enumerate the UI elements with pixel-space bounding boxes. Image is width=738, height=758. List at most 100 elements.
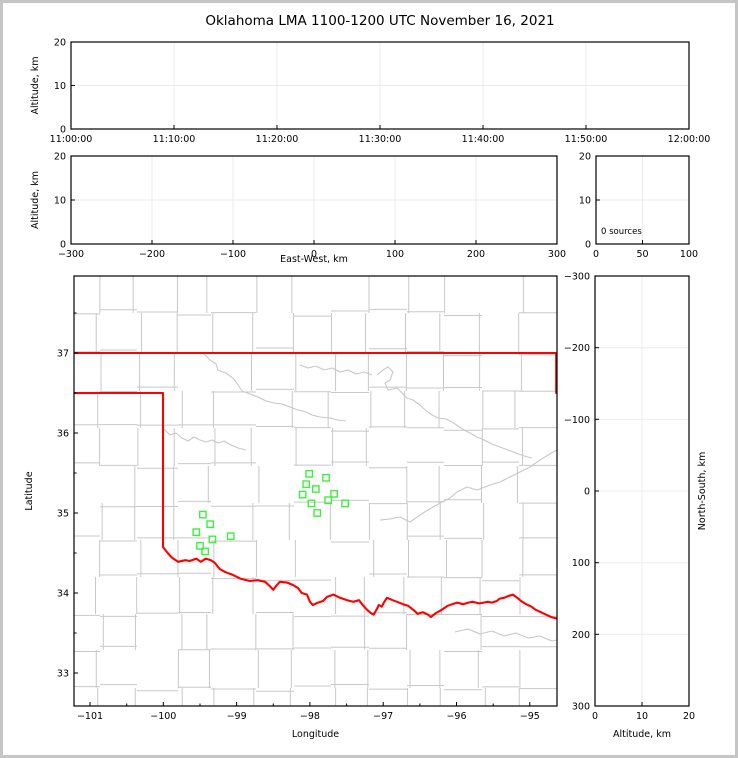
station-marker: [298, 490, 307, 499]
x-tick-labels: 0 50 100: [593, 249, 698, 260]
y-axis-label: Latitude: [24, 471, 35, 510]
source-count-annotation: 0 sources: [601, 227, 642, 237]
svg-text:0: 0: [584, 487, 590, 498]
y-tick-labels: 300 200 100 0 −100 −200 −300: [564, 272, 590, 713]
station-marker: [305, 469, 314, 478]
svg-text:300: 300: [572, 702, 590, 713]
svg-text:100: 100: [680, 249, 698, 260]
station-marker: [302, 480, 311, 489]
svg-text:−98: −98: [300, 711, 320, 722]
svg-text:20: 20: [579, 152, 591, 163]
y-axis-label: North-South, km: [697, 452, 708, 530]
svg-text:11:50:00: 11:50:00: [565, 134, 608, 145]
svg-text:−101: −101: [77, 711, 103, 722]
svg-text:100: 100: [572, 558, 590, 569]
station-marker: [201, 547, 209, 556]
lma-stations: [192, 469, 349, 556]
panel-time-height: 11:00:00 11:10:00 11:20:00 11:30:00 11:40:00…: [30, 38, 710, 146]
map-content: [74, 276, 557, 706]
station-marker: [192, 528, 201, 537]
state-border: [74, 351, 557, 620]
station-marker: [324, 496, 333, 505]
x-tick-labels: 0 10 20: [592, 711, 695, 722]
svg-text:−300: −300: [564, 272, 590, 283]
panel-ns-height: 0 10 20 300 200 100 0 −100 −200 −300 North-South, …: [564, 272, 708, 741]
svg-text:20: 20: [54, 38, 66, 49]
svg-text:0: 0: [60, 240, 66, 251]
station-marker: [313, 509, 322, 517]
station-marker: [196, 541, 204, 550]
svg-text:−200: −200: [564, 343, 590, 354]
gridlines: [71, 42, 689, 129]
svg-text:36: 36: [57, 429, 69, 440]
x-tick-labels: −300 −200 −100 0 100 200 300: [58, 249, 566, 260]
panel-ew-height: −300 −200 −100 0 100 200 300 0 10 20 Altitude, km E…: [30, 152, 566, 266]
svg-text:−99: −99: [227, 711, 247, 722]
svg-text:12:00:00: 12:00:00: [668, 134, 711, 145]
svg-text:−95: −95: [520, 711, 540, 722]
ticks: [594, 275, 690, 707]
station-marker: [330, 489, 338, 498]
svg-text:11:30:00: 11:30:00: [359, 134, 402, 145]
svg-text:10: 10: [54, 81, 66, 92]
x-tick-labels: −101 −100 −99 −98 −97 −96 −95: [77, 711, 540, 722]
y-tick-labels: 0 10 20: [579, 152, 591, 251]
svg-text:100: 100: [386, 249, 404, 260]
svg-text:−100: −100: [150, 711, 176, 722]
svg-text:20: 20: [683, 711, 695, 722]
svg-text:10: 10: [579, 196, 591, 207]
ticks: [70, 155, 558, 245]
svg-text:20: 20: [54, 152, 66, 163]
station-marker: [341, 499, 349, 508]
svg-text:50: 50: [636, 249, 648, 260]
svg-text:11:10:00: 11:10:00: [153, 134, 196, 145]
svg-text:−100: −100: [564, 415, 590, 426]
svg-text:−97: −97: [373, 711, 393, 722]
ticks: [74, 312, 531, 706]
station-marker: [206, 520, 215, 529]
svg-text:200: 200: [467, 249, 485, 260]
gridlines: [596, 156, 689, 244]
station-marker: [198, 510, 207, 519]
panel-plan-map: −101 −100 −99 −98 −97 −96 −95 33 34 35 36 37 Latitud…: [24, 275, 558, 740]
svg-text:0: 0: [592, 711, 598, 722]
axes-frame: [73, 275, 558, 707]
svg-text:0: 0: [311, 249, 317, 260]
x-axis-label: Longitude: [292, 729, 339, 740]
station-marker: [226, 532, 235, 541]
svg-text:−200: −200: [139, 249, 165, 260]
svg-text:35: 35: [57, 509, 69, 520]
county-boundaries: [74, 276, 557, 706]
svg-text:11:40:00: 11:40:00: [462, 134, 505, 145]
station-marker: [307, 499, 316, 508]
svg-text:−96: −96: [446, 711, 466, 722]
river-boundaries: [163, 353, 557, 642]
y-tick-labels: 0 10 20: [54, 152, 66, 251]
station-marker: [311, 485, 320, 493]
x-tick-labels: 11:00:00 11:10:00 11:20:00 11:30:00 11:40:00…: [50, 134, 711, 145]
panel-sources-hist: 0 50 100 0 10 20 0 sources: [579, 152, 698, 261]
svg-text:0: 0: [593, 249, 599, 260]
svg-text:−300: −300: [58, 249, 84, 260]
svg-text:−100: −100: [220, 249, 246, 260]
svg-text:10: 10: [636, 711, 648, 722]
border-west-border-red-river: [74, 391, 557, 620]
svg-text:11:00:00: 11:00:00: [50, 134, 93, 145]
y-tick-labels: 33 34 35 36 37: [57, 349, 69, 680]
station-marker: [208, 535, 217, 544]
svg-text:11:20:00: 11:20:00: [256, 134, 299, 145]
x-axis-label: East-West, km: [280, 254, 348, 265]
svg-text:200: 200: [572, 630, 590, 641]
gridlines: [595, 276, 689, 706]
ticks: [595, 155, 690, 245]
svg-text:0: 0: [60, 125, 66, 136]
y-axis-label: Altitude, km: [30, 171, 41, 229]
svg-text:34: 34: [57, 589, 69, 600]
station-marker: [322, 473, 330, 482]
ticks: [70, 41, 690, 130]
svg-text:33: 33: [57, 669, 69, 680]
y-axis-label: Altitude, km: [30, 57, 41, 115]
plot-area: [74, 276, 557, 706]
